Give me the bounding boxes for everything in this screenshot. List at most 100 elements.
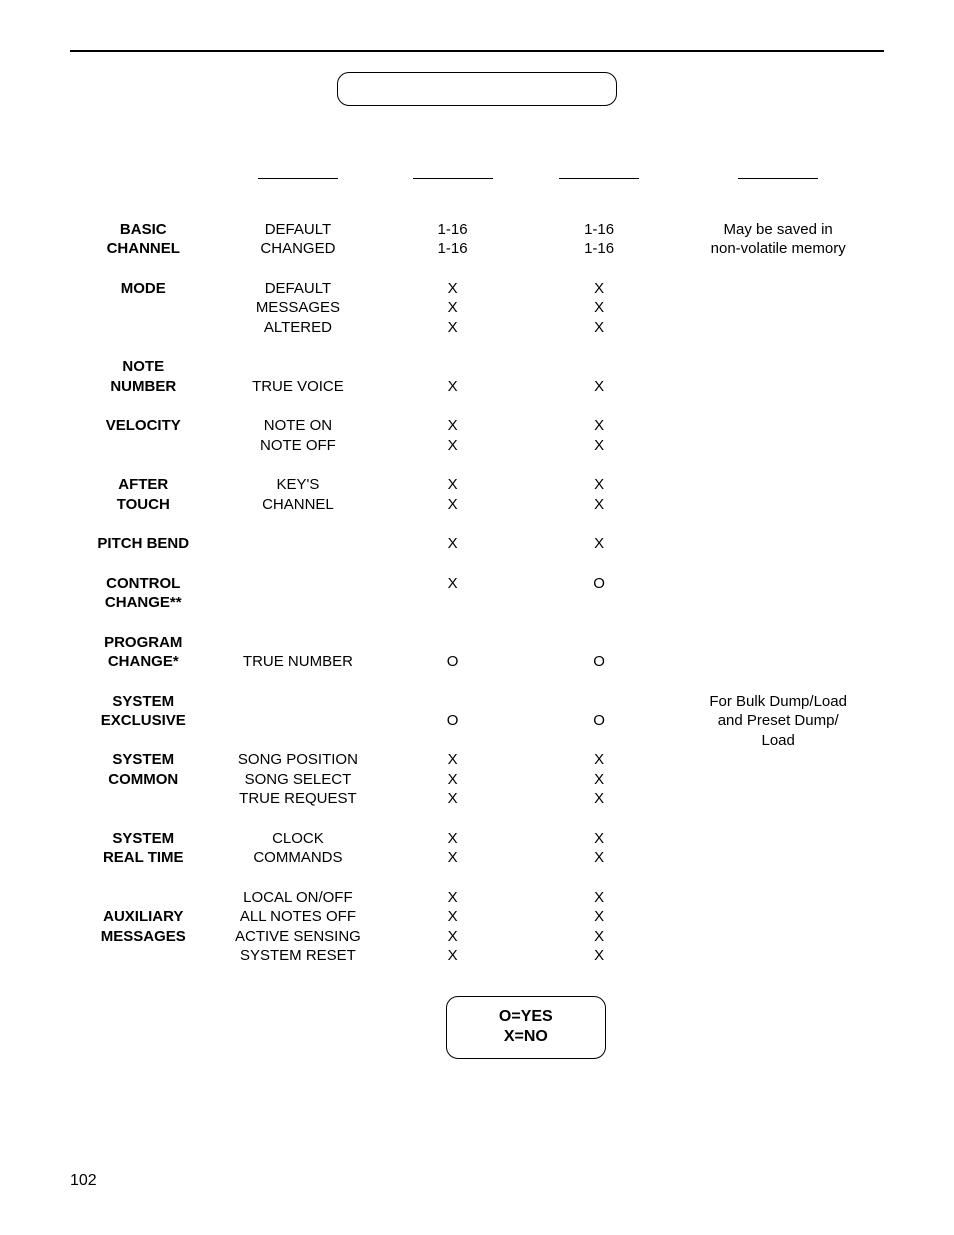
header-transmitted: [379, 161, 526, 190]
table-row: Load: [70, 731, 884, 751]
spacer-row: [70, 190, 884, 220]
mode-label: MODE: [70, 259, 217, 299]
midi-chart-table: BASIC DEFAULT 1-16 1-16 May be saved in …: [70, 161, 884, 1059]
system-exclusive-remarks1: For Bulk Dump/Load: [672, 672, 884, 712]
header-sub-underline: [258, 161, 338, 179]
after-touch-label1: AFTER: [70, 455, 217, 495]
control-change-label2: CHANGE**: [70, 593, 217, 613]
header-tx-underline: [413, 161, 493, 179]
basic-channel-label1: BASIC: [70, 220, 217, 240]
table-row: MODE DEFAULT X X: [70, 259, 884, 299]
mode-tx2: X: [379, 298, 526, 318]
basic-channel-sub1: DEFAULT: [217, 220, 380, 240]
system-exclusive-remarks2: and Preset Dump/: [672, 711, 884, 731]
header-rx-underline: [559, 161, 639, 179]
mode-sub2: MESSAGES: [217, 298, 380, 318]
note-number-rx: X: [526, 377, 673, 397]
table-row: CHANGE**: [70, 593, 884, 613]
basic-channel-remarks1: May be saved in: [672, 220, 884, 240]
velocity-tx1: X: [379, 396, 526, 436]
header-remarks-underline: [738, 161, 818, 179]
table-row: REAL TIME COMMANDS X X: [70, 848, 884, 868]
system-realtime-rx1: X: [526, 809, 673, 849]
basic-channel-tx1: 1-16: [379, 220, 526, 240]
velocity-tx2: X: [379, 436, 526, 456]
after-touch-sub2: CHANNEL: [217, 495, 380, 515]
table-row: CHANNEL CHANGED 1-16 1-16 non-volatile m…: [70, 239, 884, 259]
after-touch-tx2: X: [379, 495, 526, 515]
table-row: BASIC DEFAULT 1-16 1-16 May be saved in: [70, 220, 884, 240]
basic-channel-sub2: CHANGED: [217, 239, 380, 259]
velocity-rx1: X: [526, 396, 673, 436]
table-row: LOCAL ON/OFF X X: [70, 868, 884, 908]
auxiliary-sub2: ALL NOTES OFF: [217, 907, 380, 927]
table-row: SYSTEM SONG POSITION X X: [70, 750, 884, 770]
mode-rx3: X: [526, 318, 673, 338]
auxiliary-tx3: X: [379, 927, 526, 947]
table-row: COMMON SONG SELECT X X: [70, 770, 884, 790]
table-row: EXCLUSIVE O O and Preset Dump/: [70, 711, 884, 731]
velocity-label: VELOCITY: [70, 396, 217, 436]
system-realtime-tx2: X: [379, 848, 526, 868]
program-change-tx: O: [379, 652, 526, 672]
basic-channel-remarks2: non-volatile memory: [672, 239, 884, 259]
table-row: SYSTEM RESET X X: [70, 946, 884, 966]
auxiliary-rx4: X: [526, 946, 673, 966]
page-number: 102: [70, 1172, 97, 1190]
mode-sub1: DEFAULT: [217, 259, 380, 299]
table-row: CONTROL X O: [70, 554, 884, 594]
note-number-sub: TRUE VOICE: [217, 377, 380, 397]
basic-channel-label2: CHANNEL: [70, 239, 217, 259]
legend-wrapper: O=YES X=NO: [384, 966, 667, 1060]
header-function: [70, 161, 217, 190]
basic-channel-rx2: 1-16: [526, 239, 673, 259]
system-common-sub2: SONG SELECT: [217, 770, 380, 790]
table-row: SYSTEM For Bulk Dump/Load: [70, 672, 884, 712]
system-common-tx2: X: [379, 770, 526, 790]
velocity-rx2: X: [526, 436, 673, 456]
system-exclusive-remarks3: Load: [672, 731, 884, 751]
auxiliary-sub4: SYSTEM RESET: [217, 946, 380, 966]
header-remarks: [672, 161, 884, 190]
system-realtime-tx1: X: [379, 809, 526, 849]
mode-tx1: X: [379, 259, 526, 299]
system-common-rx1: X: [526, 750, 673, 770]
system-common-tx1: X: [379, 750, 526, 770]
table-row: VELOCITY NOTE ON X X: [70, 396, 884, 436]
title-box: [337, 72, 617, 106]
table-row: MESSAGES ACTIVE SENSING X X: [70, 927, 884, 947]
legend-box: O=YES X=NO: [446, 996, 606, 1060]
auxiliary-label1: AUXILIARY: [70, 907, 217, 927]
system-realtime-sub2: COMMANDS: [217, 848, 380, 868]
auxiliary-rx1: X: [526, 868, 673, 908]
table-row: NUMBER TRUE VOICE X X: [70, 377, 884, 397]
auxiliary-sub1: LOCAL ON/OFF: [217, 868, 380, 908]
after-touch-tx1: X: [379, 455, 526, 495]
table-row: PROGRAM: [70, 613, 884, 653]
mode-remarks: [672, 259, 884, 299]
page-container: BASIC DEFAULT 1-16 1-16 May be saved in …: [0, 0, 954, 1059]
table-row: AFTER KEY'S X X: [70, 455, 884, 495]
table-row: CHANGE* TRUE NUMBER O O: [70, 652, 884, 672]
system-realtime-rx2: X: [526, 848, 673, 868]
program-change-rx: O: [526, 652, 673, 672]
control-change-tx: X: [379, 554, 526, 594]
system-exclusive-label1: SYSTEM: [70, 672, 217, 712]
table-row: TRUE REQUEST X X: [70, 789, 884, 809]
basic-channel-rx1: 1-16: [526, 220, 673, 240]
table-row: MESSAGES X X: [70, 298, 884, 318]
auxiliary-rx2: X: [526, 907, 673, 927]
legend-line1: O=YES: [477, 1007, 575, 1028]
table-row: NOTE: [70, 337, 884, 377]
program-change-label1: PROGRAM: [70, 613, 217, 653]
system-common-rx3: X: [526, 789, 673, 809]
auxiliary-sub3: ACTIVE SENSING: [217, 927, 380, 947]
legend-line2: X=NO: [477, 1027, 575, 1048]
system-common-sub1: SONG POSITION: [217, 750, 380, 770]
after-touch-sub1: KEY'S: [217, 455, 380, 495]
mode-rx1: X: [526, 259, 673, 299]
after-touch-rx1: X: [526, 455, 673, 495]
mode-sub3: ALTERED: [217, 318, 380, 338]
table-row: PITCH BEND X X: [70, 514, 884, 554]
table-row: ALTERED X X: [70, 318, 884, 338]
